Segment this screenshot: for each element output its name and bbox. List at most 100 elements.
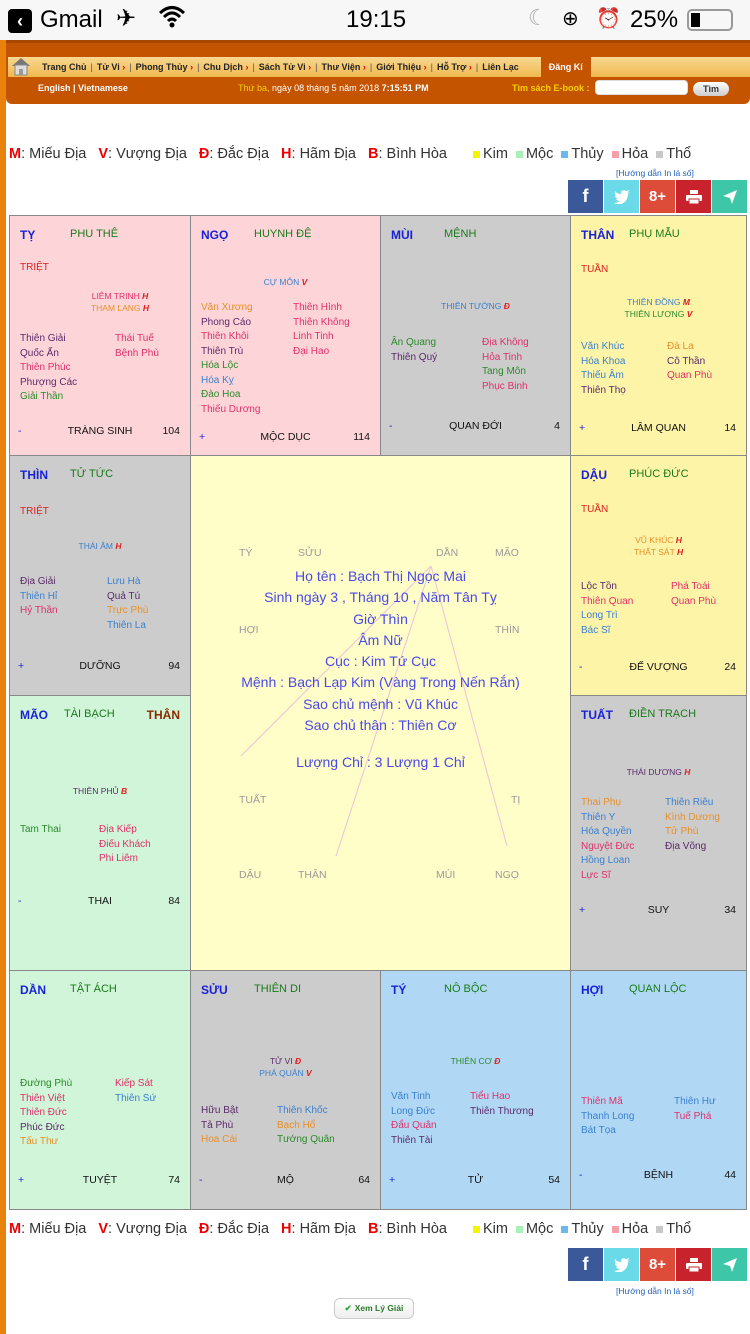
gender: Âm Nữ — [358, 631, 403, 648]
branch-marker-ngo: NGỌ — [495, 869, 519, 881]
nav-item-phong-thuy[interactable]: Phong Thủy › — [135, 62, 194, 72]
branch-label: TÝ — [391, 983, 407, 997]
telegram-icon[interactable] — [712, 180, 747, 213]
home-icon[interactable] — [10, 55, 32, 77]
palace-suu[interactable]: SỬU THIÊN DI TỬ VI Đ PHÁ QUÂN V Hữu Bật … — [190, 970, 381, 1210]
tam-hop-lines — [240, 565, 508, 857]
print-guide-link-bottom[interactable]: [Hướng dẫn In lá số] — [616, 1286, 694, 1296]
minor-stars-right: Đà La Cô Thần Quan Phù — [667, 341, 713, 381]
branch-label: MÃO — [20, 708, 48, 722]
chevron-right-icon: › — [308, 62, 312, 72]
hoa-swatch — [611, 150, 619, 158]
facebook-icon[interactable]: f — [568, 180, 603, 213]
minor-stars-left: Văn Tinh Long Đức Đẩu Quân Thiên Tài — [391, 1091, 437, 1146]
menh: Mệnh : Bạch Lạp Kim (Vàng Trong Nến Rắn) — [241, 674, 520, 691]
palace-hoi[interactable]: HỢI QUAN LỘC Thiên Mã Thanh Long Bát Tọa… — [570, 970, 747, 1210]
nav-item-chu-dich[interactable]: Chu Dịch › — [203, 62, 249, 72]
left-accent-bar — [0, 40, 6, 1334]
palace-thin[interactable]: THÌN TỬ TỨC TRIỆT THÁI ÂM H Địa Giải Thi… — [9, 455, 191, 696]
chevron-right-icon: › — [362, 62, 366, 72]
alarm-icon: ⏰ — [596, 8, 621, 30]
telegram-icon[interactable] — [712, 1248, 747, 1281]
hoa-swatch — [611, 1225, 619, 1233]
branch-marker-ty: TÝ — [239, 547, 253, 559]
minor-stars-left: Thai Phụ Thiên Y Hóa Quyền Nguyệt Đức Hồ… — [581, 797, 635, 881]
xem-ly-giai-button[interactable]: ✔ Xem Lý Giải — [334, 1298, 414, 1319]
minor-stars-left: Thiên Mã Thanh Long Bát Tọa — [581, 1096, 635, 1136]
palace-name: THIÊN DI — [254, 983, 302, 995]
minor-stars-right: Thiên Hư Tuế Phá — [674, 1096, 716, 1122]
palace-ty[interactable]: TỴ PHU THÊ TRIỆT LIÊM TRINH H THAM LANG … — [9, 215, 191, 456]
nav-item-ho-tro[interactable]: Hỗ Trợ › — [437, 62, 472, 72]
branch-marker-tuat: TUẤT — [239, 794, 267, 806]
language-switcher[interactable]: English | Vietnamese — [38, 83, 128, 93]
chevron-right-icon: › — [122, 62, 126, 72]
palace-dau[interactable]: DẬU PHÚC ĐỨC TUẦN VŨ KHÚC H THẤT SÁT H L… — [570, 455, 747, 696]
register-link[interactable]: Đăng Kí — [540, 57, 591, 77]
branch-label: TỴ — [20, 228, 36, 242]
back-arrow-icon[interactable]: ‹ — [8, 9, 32, 33]
nav-item-thu-vien[interactable]: Thư Viện › — [321, 62, 366, 72]
branch-marker-ti: TỊ — [511, 794, 521, 806]
print-guide-link[interactable]: [Hướng dẫn In lá số] — [616, 168, 694, 178]
branch-marker-mao: MÃO — [495, 547, 519, 559]
twitter-icon[interactable] — [604, 1248, 639, 1281]
chevron-right-icon: › — [468, 62, 472, 72]
ebook-label: Tìm sách E-book : — [512, 83, 590, 93]
palace-mui[interactable]: MÙI MỆNH THIÊN TƯỚNG Đ Ân Quang Thiên Qu… — [380, 215, 571, 456]
palace-name: PHỤ MẪU — [629, 228, 680, 240]
nav-item-tu-vi[interactable]: Tử Vi › — [96, 62, 126, 72]
palace-dan[interactable]: DẦN TẬT ÁCH Đường Phù Thiên Việt Thiên Đ… — [9, 970, 191, 1210]
google-plus-icon[interactable]: 8+ — [640, 1248, 675, 1281]
google-plus-icon[interactable]: 8+ — [640, 180, 675, 213]
rotation-lock-icon: ⊕ — [562, 8, 579, 30]
tho-swatch — [656, 1225, 664, 1233]
print-icon[interactable] — [676, 180, 711, 213]
palace-name: TẬT ÁCH — [70, 983, 117, 995]
do-not-disturb-icon: ☾ — [528, 5, 548, 30]
nav-item-trang-chu[interactable]: Trang Chủ — [42, 62, 87, 72]
thuy-swatch — [561, 1225, 569, 1233]
minor-stars-left: Đường Phù Thiên Việt Thiên Đức Phúc Đức … — [20, 1078, 73, 1147]
chu-than: Sao chủ thân : Thiên Cơ — [304, 717, 457, 734]
twitter-icon[interactable] — [604, 180, 639, 213]
branch-marker-hoi: HỢI — [239, 624, 259, 636]
minor-stars-left: Ân Quang Thiên Quý — [391, 337, 438, 363]
nav-item-sach-tu-vi[interactable]: Sách Tử Vi › — [258, 62, 312, 72]
legend-top: M: Miếu Địa V: Vượng Địa Đ: Đắc Địa H: H… — [9, 146, 692, 162]
minor-stars-right: Địa Kiếp Điếu Khách Phi Liêm — [99, 824, 151, 864]
palace-ty-rat[interactable]: TÝ NÔ BỘC THIÊN CƠ Đ Văn Tinh Long Đức Đ… — [380, 970, 571, 1210]
clock: 19:15 — [346, 6, 407, 33]
triet-mark: TRIỆT — [20, 506, 49, 517]
nav-item-lien-lac[interactable]: Liên Lạc — [482, 62, 519, 72]
branch-label: HỢI — [581, 983, 604, 997]
palace-name: PHU THÊ — [70, 228, 119, 240]
nav-item-gioi-thieu[interactable]: Giới Thiệu › — [376, 62, 427, 72]
palace-name: ĐIỀN TRẠCH — [629, 708, 697, 720]
palace-mao[interactable]: MÃO TÀI BẠCH THÂN THIÊN PHỦ B Tam Thai Đ… — [9, 695, 191, 971]
kim-swatch — [472, 1225, 480, 1233]
palace-ngo[interactable]: NGỌ HUYNH ĐỆ CỰ MÔN V Văn Xương Phong Cá… — [190, 215, 381, 456]
branch-label: NGỌ — [201, 228, 229, 242]
minor-stars-right: Thái Tuế Bệnh Phù — [115, 333, 159, 359]
palace-than[interactable]: THÂN PHỤ MẪU TUẦN THIÊN ĐỒNG M THIÊN LƯƠ… — [570, 215, 747, 456]
luong-chi: Lượng Chỉ : 3 Lượng 1 Chỉ — [296, 754, 465, 771]
kim-swatch — [472, 150, 480, 158]
palace-tuat[interactable]: TUẤT ĐIỀN TRẠCH THÁI DƯƠNG H Thai Phụ Th… — [570, 695, 747, 971]
branch-marker-dan: DẦN — [436, 547, 459, 559]
thuy-swatch — [561, 150, 569, 158]
facebook-icon[interactable]: f — [568, 1248, 603, 1281]
minor-stars-left: Thiên Giải Quốc Ấn Thiên Phúc Phượng Các… — [20, 333, 78, 402]
minor-stars-left: Văn Xương Phong Cáo Thiên Khôi Thiên Trù… — [201, 302, 261, 415]
search-button[interactable]: Tìm — [693, 82, 729, 96]
minor-stars-right: Thiên Khốc Bạch Hổ Tướng Quân — [277, 1105, 335, 1145]
minor-stars-right: Kiếp Sát Thiên Sứ — [115, 1078, 157, 1104]
print-icon[interactable] — [676, 1248, 711, 1281]
palace-name: HUYNH ĐỆ — [254, 228, 312, 240]
minor-stars-right: Thiên Riêu Kình Dương Tử Phù Địa Võng — [665, 797, 720, 852]
ebook-search-input[interactable] — [595, 80, 688, 95]
branch-marker-dau: DẬU — [239, 869, 262, 881]
branch-marker-mui: MÙI — [436, 869, 456, 881]
current-date: Thứ ba, ngày 08 tháng 5 năm 2018 7:15:51… — [238, 83, 429, 93]
back-app-label[interactable]: Gmail — [40, 6, 103, 33]
